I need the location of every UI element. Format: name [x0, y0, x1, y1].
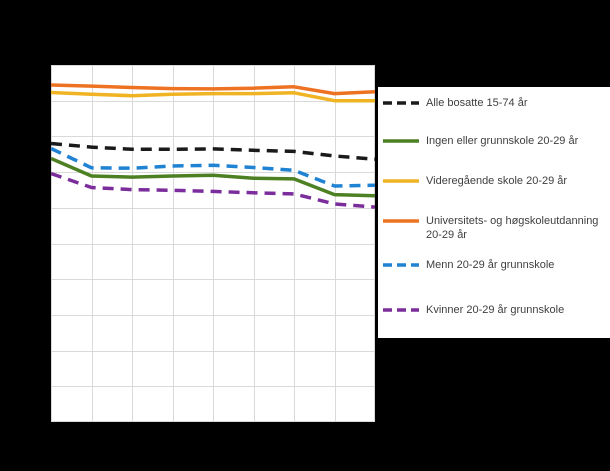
dashed-line-sample-icon	[383, 263, 419, 267]
legend-item: Ingen eller grunnskole 20-29 år	[383, 134, 606, 148]
solid-line-sample-icon	[383, 179, 419, 183]
series-line-5	[51, 146, 375, 188]
legend-item: Universitets- og høgskoleutdanning 20-29…	[383, 214, 606, 242]
solid-line-sample-icon	[383, 139, 419, 143]
legend-item: Menn 20-29 år grunnskole	[383, 258, 606, 272]
series-line-6	[51, 171, 375, 209]
series-line-1	[51, 141, 375, 161]
legend-label: Menn 20-29 år grunnskole	[426, 259, 555, 271]
series-line-2	[51, 156, 375, 198]
legend-label: Universitets- og høgskoleutdanning 20-29…	[426, 215, 599, 241]
series-line-4	[51, 83, 375, 96]
legend-label: Alle bosatte 15-74 år	[426, 97, 528, 109]
series-line-3	[51, 90, 375, 103]
legend-label: Videregående skole 20-29 år	[426, 175, 568, 187]
line-chart	[51, 65, 375, 422]
legend-item: Alle bosatte 15-74 år	[383, 96, 606, 110]
legend-item: Videregående skole 20-29 år	[383, 174, 606, 188]
legend-label: Kvinner 20-29 år grunnskole	[426, 304, 565, 316]
plot-area	[51, 65, 375, 422]
legend: Alle bosatte 15-74 år Ingen eller grunnsk…	[378, 87, 610, 338]
legend-label: Ingen eller grunnskole 20-29 år	[426, 135, 579, 147]
solid-line-sample-icon	[383, 219, 419, 223]
dashed-line-sample-icon	[383, 308, 419, 312]
dashed-line-sample-icon	[383, 101, 419, 105]
legend-item: Kvinner 20-29 år grunnskole	[383, 303, 606, 317]
